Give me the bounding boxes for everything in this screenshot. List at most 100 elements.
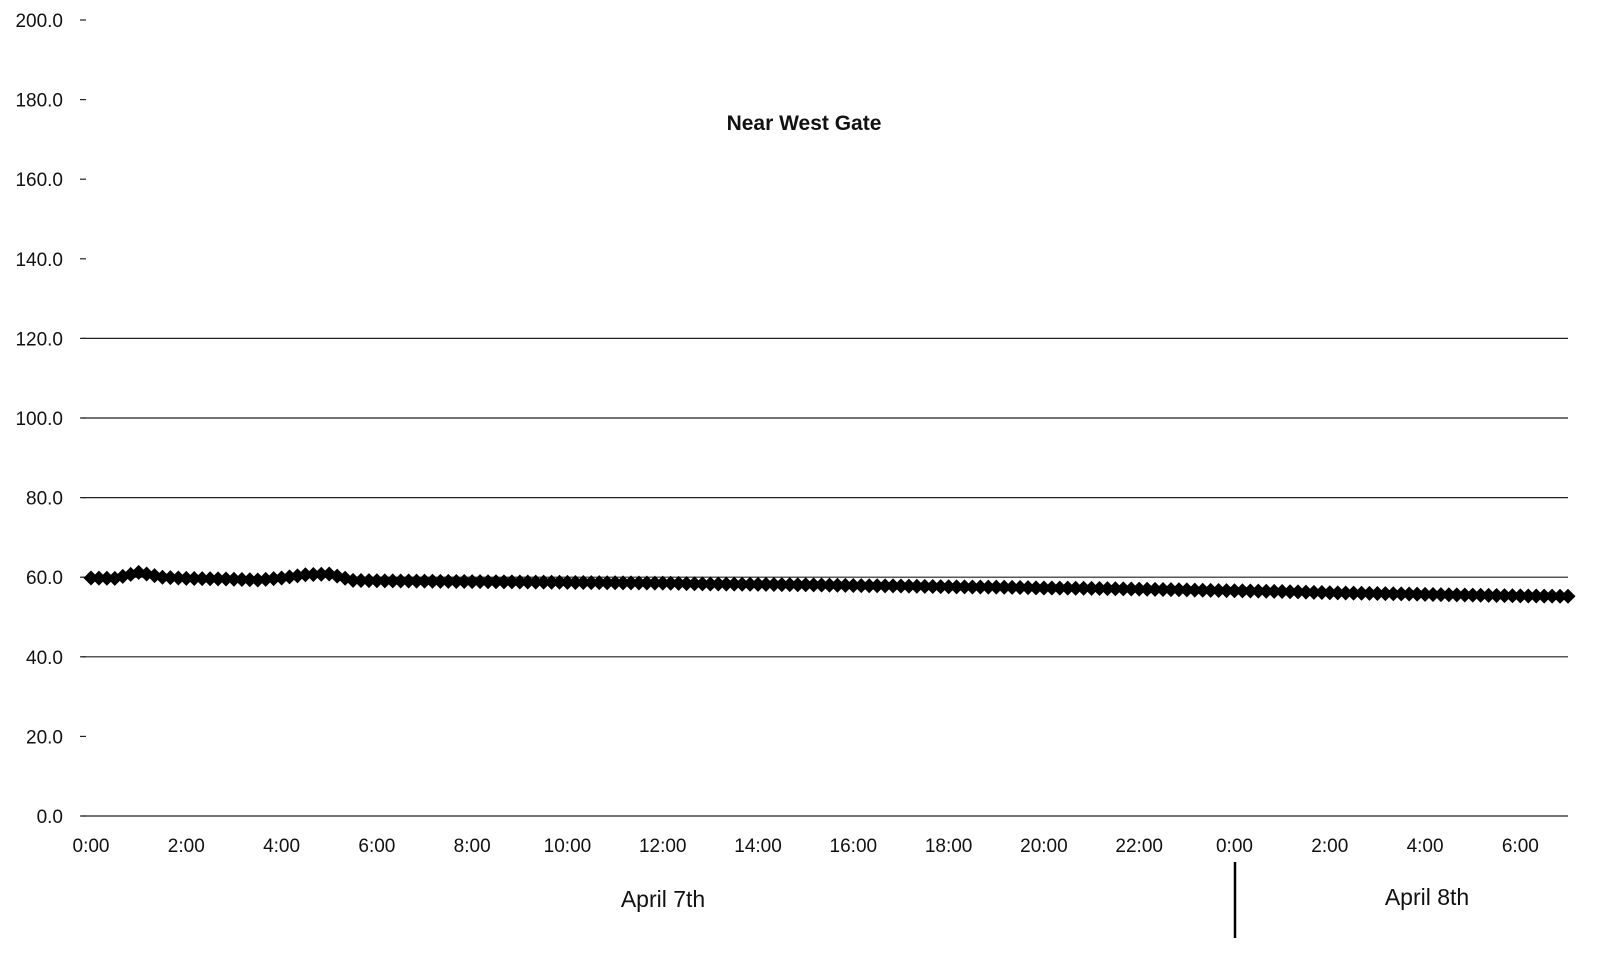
data-point-marker [297, 567, 313, 583]
data-point-marker [845, 578, 861, 594]
data-point-marker [933, 579, 949, 595]
data-point-marker [1250, 583, 1266, 599]
data-point-marker [599, 575, 615, 591]
data-point-marker [853, 578, 869, 594]
data-point-marker [861, 578, 877, 594]
date-label-april-7: April 7th [621, 886, 705, 912]
data-point-marker [1115, 581, 1131, 597]
data-point-marker [1338, 585, 1354, 601]
data-point-marker [1433, 587, 1449, 603]
data-point-marker [583, 575, 599, 591]
data-point-marker [488, 574, 504, 590]
data-point-marker [1314, 585, 1330, 601]
data-point-marker [1258, 583, 1274, 599]
y-tick-label: 160.0 [15, 170, 63, 191]
data-point-marker [234, 571, 250, 587]
date-label-april-8: April 8th [1385, 884, 1469, 910]
data-point-marker [742, 576, 758, 592]
data-point-marker [83, 570, 99, 586]
data-point-marker [893, 578, 909, 594]
data-point-marker [567, 574, 583, 590]
data-point-marker [1028, 580, 1044, 596]
data-point-marker [988, 579, 1004, 595]
data-point-marker [432, 573, 448, 589]
data-point-marker [814, 577, 830, 593]
y-tick-label: 60.0 [26, 568, 63, 589]
data-point-marker [750, 576, 766, 592]
data-point-marker [1449, 587, 1465, 603]
data-point-marker [1520, 588, 1536, 604]
data-point-marker [1306, 584, 1322, 600]
data-point-marker [1091, 580, 1107, 596]
data-point-marker [1052, 580, 1068, 596]
data-point-marker [575, 575, 591, 591]
y-tick-label: 0.0 [37, 807, 63, 828]
data-point-marker [440, 573, 456, 589]
data-point-marker [464, 574, 480, 590]
data-point-marker [1496, 588, 1512, 604]
data-point-marker [869, 578, 885, 594]
data-point-marker [1401, 586, 1417, 602]
data-point-marker [424, 573, 440, 589]
data-point-marker [1219, 583, 1235, 599]
data-point-marker [1544, 588, 1560, 604]
data-point-marker [1536, 588, 1552, 604]
data-point-marker [885, 578, 901, 594]
data-point-marker [1552, 588, 1568, 604]
data-point-marker [734, 576, 750, 592]
data-point-marker [1036, 580, 1052, 596]
data-point-marker [1211, 582, 1227, 598]
data-point-marker [313, 566, 329, 582]
y-tick-label: 80.0 [26, 489, 63, 510]
data-point-marker [1195, 582, 1211, 598]
data-point-marker [520, 574, 536, 590]
data-point-marker [1147, 581, 1163, 597]
data-point-marker [917, 578, 933, 594]
data-point-marker [1020, 580, 1036, 596]
data-point-marker [798, 577, 814, 593]
data-point-marker [687, 576, 703, 592]
data-point-marker [417, 573, 433, 589]
data-point-marker [1560, 588, 1576, 604]
data-point-marker [448, 573, 464, 589]
data-point-marker [639, 575, 655, 591]
data-point-marker [1290, 584, 1306, 600]
data-point-marker [710, 576, 726, 592]
data-point-marker [679, 576, 695, 592]
data-point-marker [1187, 582, 1203, 598]
data-point-marker [361, 573, 377, 589]
y-tick-label: 200.0 [15, 11, 63, 32]
data-point-marker [964, 579, 980, 595]
data-point-marker [1481, 587, 1497, 603]
data-point-marker [242, 572, 258, 588]
x-axis-tick-labels: 0:00 2:00 4:00 6:00 8:00 10:00 12:00 14:00 16:00… [73, 836, 1539, 857]
data-point-marker [1060, 580, 1076, 596]
data-point-marker [790, 577, 806, 593]
data-point-marker [504, 574, 520, 590]
data-point-marker [1139, 581, 1155, 597]
y-tick-label: 180.0 [15, 91, 63, 112]
x-tick-label: 0:00 [1216, 836, 1253, 857]
data-point-marker [1417, 586, 1433, 602]
chart-title: Near West Gate [727, 112, 882, 135]
data-point-marker [1155, 582, 1171, 598]
data-point-marker [1274, 584, 1290, 600]
data-point-marker [1528, 588, 1544, 604]
data-point-marker [647, 575, 663, 591]
data-point-marker [353, 573, 369, 589]
data-point-marker [623, 575, 639, 591]
x-tick-label: 20:00 [1020, 836, 1068, 857]
data-point-marker [210, 571, 226, 587]
x-tick-label: 6:00 [358, 836, 395, 857]
data-point-marker [702, 576, 718, 592]
data-point-marker [1044, 580, 1060, 596]
data-point-marker [154, 569, 170, 585]
data-point-marker [552, 574, 568, 590]
data-point-marker [1012, 580, 1028, 596]
x-tick-label: 14:00 [734, 836, 782, 857]
x-tick-label: 6:00 [1502, 836, 1539, 857]
x-tick-label: 0:00 [73, 836, 110, 857]
data-point-marker [631, 575, 647, 591]
data-point-marker [1171, 582, 1187, 598]
data-point-marker [671, 575, 687, 591]
